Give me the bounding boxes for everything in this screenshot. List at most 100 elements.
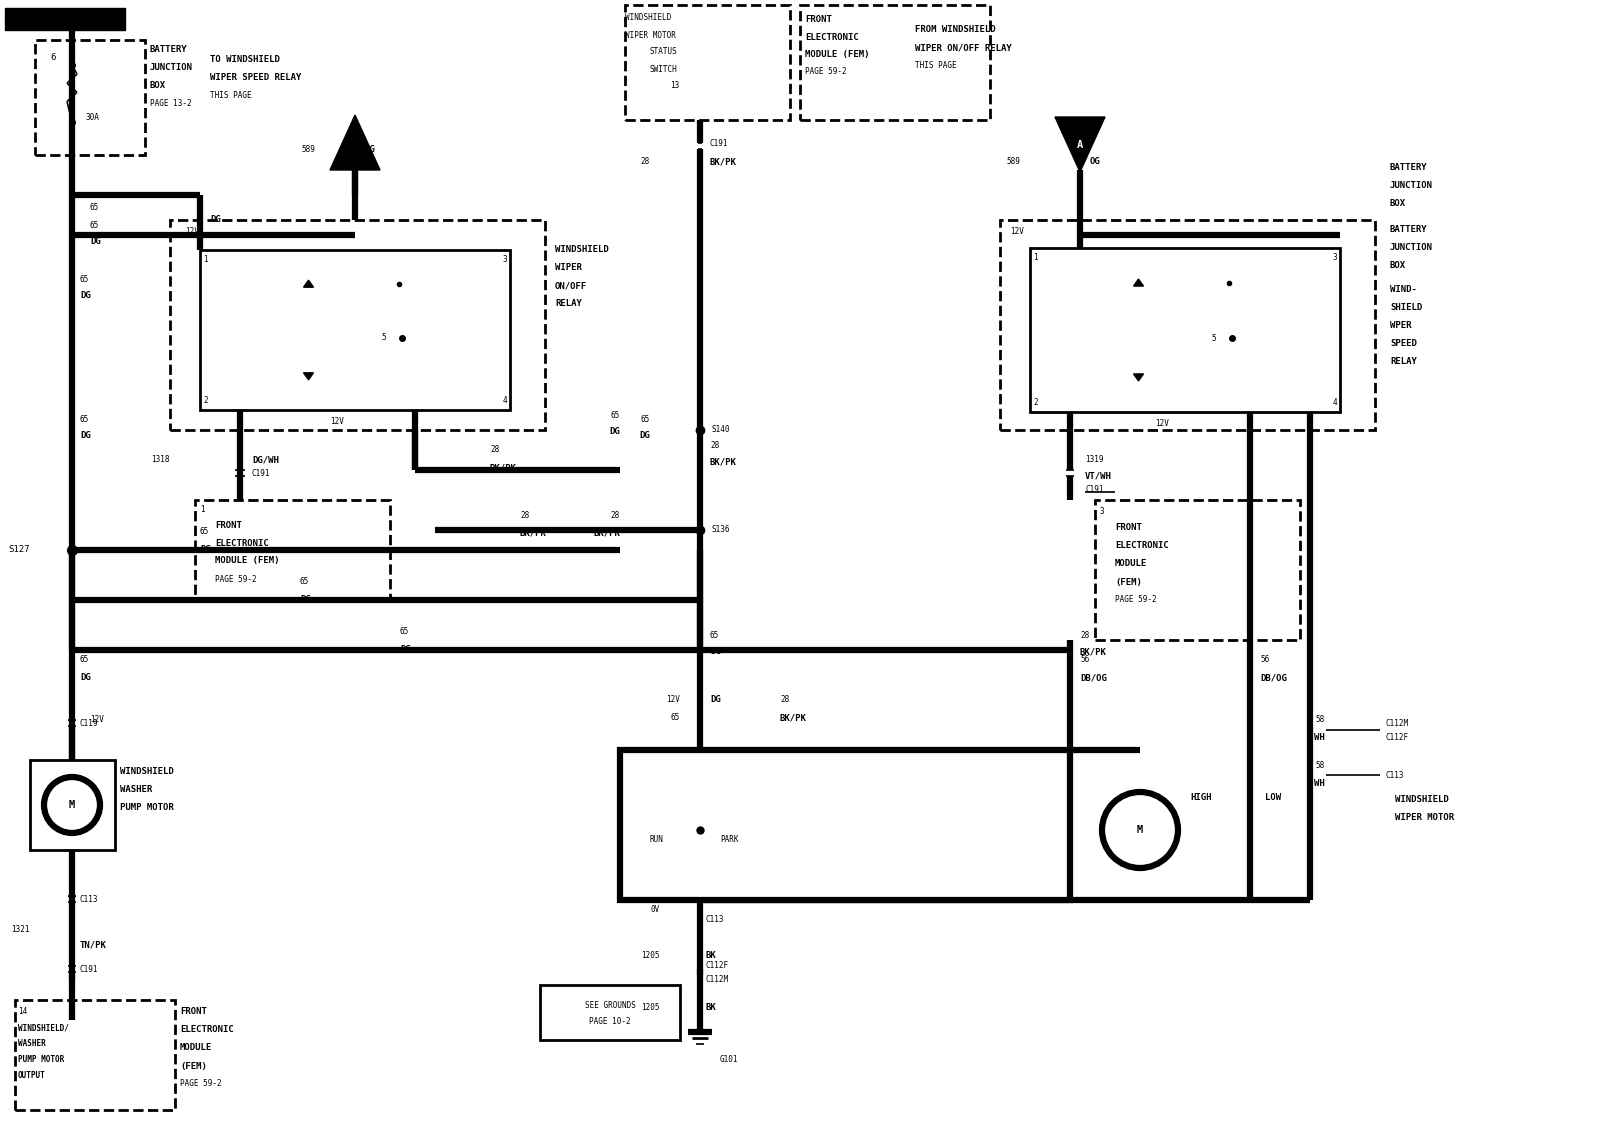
Polygon shape [1133,374,1144,381]
Text: 12V: 12V [1010,227,1024,236]
Text: SPEED: SPEED [1390,339,1418,348]
Text: WINDSHIELD: WINDSHIELD [1395,796,1448,805]
Text: 65: 65 [90,220,99,229]
Text: OG: OG [365,145,376,154]
Text: C119: C119 [80,718,99,727]
Text: C112F: C112F [706,961,730,970]
Text: WPER: WPER [1390,321,1411,330]
Bar [170,220,546,430]
Text: MODULE (FEM): MODULE (FEM) [805,49,869,58]
Text: 65: 65 [80,275,90,284]
Text: 0V: 0V [651,906,661,915]
Text: BK/PK: BK/PK [1080,647,1107,656]
Text: S140: S140 [712,426,731,435]
Text: FRONT: FRONT [179,1007,206,1016]
Text: 589: 589 [301,145,315,154]
Text: PAGE 10-2: PAGE 10-2 [589,1017,630,1026]
Bar [35,40,146,155]
Text: 65: 65 [640,416,650,425]
Text: 3: 3 [1101,508,1104,517]
Text: 12V: 12V [90,716,104,725]
Text: WIPER MOTOR: WIPER MOTOR [1395,814,1454,823]
Text: 65: 65 [400,627,410,636]
Polygon shape [1054,117,1106,172]
Bar [1030,248,1341,413]
Text: DG: DG [301,596,310,605]
Text: DG: DG [80,290,91,299]
Text: 28: 28 [640,157,650,166]
Text: BATTERY: BATTERY [1390,226,1427,235]
Text: 65: 65 [80,655,90,664]
Text: ELECTRONIC: ELECTRONIC [1115,542,1168,551]
Text: RUN: RUN [650,835,664,844]
Text: MODULE (FEM): MODULE (FEM) [214,556,280,565]
Text: 28: 28 [710,441,720,450]
Text: BK/PK: BK/PK [490,463,517,472]
Bar [1000,220,1374,430]
Text: ELECTRONIC: ELECTRONIC [805,33,859,42]
Text: 1319: 1319 [1085,455,1104,464]
Text: BOX: BOX [1390,262,1406,271]
Text: C191: C191 [253,469,270,478]
Text: WIPER SPEED RELAY: WIPER SPEED RELAY [210,73,301,82]
Text: PAGE 59-2: PAGE 59-2 [179,1079,222,1088]
Text: RELAY: RELAY [555,299,582,308]
Text: DG: DG [710,696,720,705]
Text: 4: 4 [1333,398,1338,407]
Text: 3: 3 [1333,253,1338,262]
Text: FRONT: FRONT [805,16,832,25]
Text: 5: 5 [382,334,387,343]
Text: PARK: PARK [720,835,739,844]
Text: BK/PK: BK/PK [520,528,547,537]
Text: M: M [1138,825,1142,835]
Text: (FEM): (FEM) [1115,578,1142,587]
Text: OG: OG [1090,157,1101,166]
Text: PUMP MOTOR: PUMP MOTOR [18,1055,64,1064]
Text: WASHER: WASHER [18,1040,46,1049]
Text: C112F: C112F [1386,734,1408,743]
Text: WINDSHIELD/: WINDSHIELD/ [18,1024,69,1033]
Text: FRONT: FRONT [1115,524,1142,533]
Text: BK: BK [706,1003,717,1012]
Bar [541,985,680,1040]
Text: 1318: 1318 [152,455,170,464]
Text: DG: DG [710,647,720,656]
Text: 65: 65 [670,714,680,723]
Text: 5: 5 [1211,334,1216,343]
Text: 28: 28 [611,510,621,519]
Text: WASHER: WASHER [120,786,152,795]
Text: JUNCTION: JUNCTION [1390,181,1434,190]
Text: THIS PAGE: THIS PAGE [210,91,251,100]
Text: WH: WH [1314,779,1325,788]
Bar [621,750,1070,900]
Text: 65: 65 [710,631,720,640]
Text: 1205: 1205 [642,1003,661,1012]
Text: 2: 2 [1034,398,1038,407]
Text: 65: 65 [200,527,210,536]
Text: HIGH: HIGH [1190,794,1211,803]
Text: STATUS: STATUS [650,47,678,56]
Text: C191: C191 [80,964,99,973]
Text: DG/WH: DG/WH [253,455,278,464]
Bar [14,1000,174,1111]
Text: BK/PK: BK/PK [594,528,621,537]
Text: 58: 58 [1315,761,1325,770]
Bar [195,500,390,600]
Text: 1: 1 [200,506,205,515]
Bar [5,8,125,30]
Text: WINDSHIELD: WINDSHIELD [120,768,174,777]
Text: ELECTRONIC: ELECTRONIC [179,1025,234,1034]
Text: S136: S136 [712,526,731,535]
Text: 3: 3 [502,255,507,264]
Text: (FEM): (FEM) [179,1061,206,1070]
Text: 58: 58 [1315,716,1325,725]
Polygon shape [304,280,314,288]
Text: DG: DG [80,673,91,682]
Text: SHIELD: SHIELD [1390,303,1422,312]
Text: 65: 65 [301,578,309,587]
Text: FRONT: FRONT [214,520,242,529]
Text: PAGE 59-2: PAGE 59-2 [805,66,846,75]
Polygon shape [330,115,381,170]
Text: 4: 4 [502,396,507,405]
Text: 12V: 12V [666,696,680,705]
